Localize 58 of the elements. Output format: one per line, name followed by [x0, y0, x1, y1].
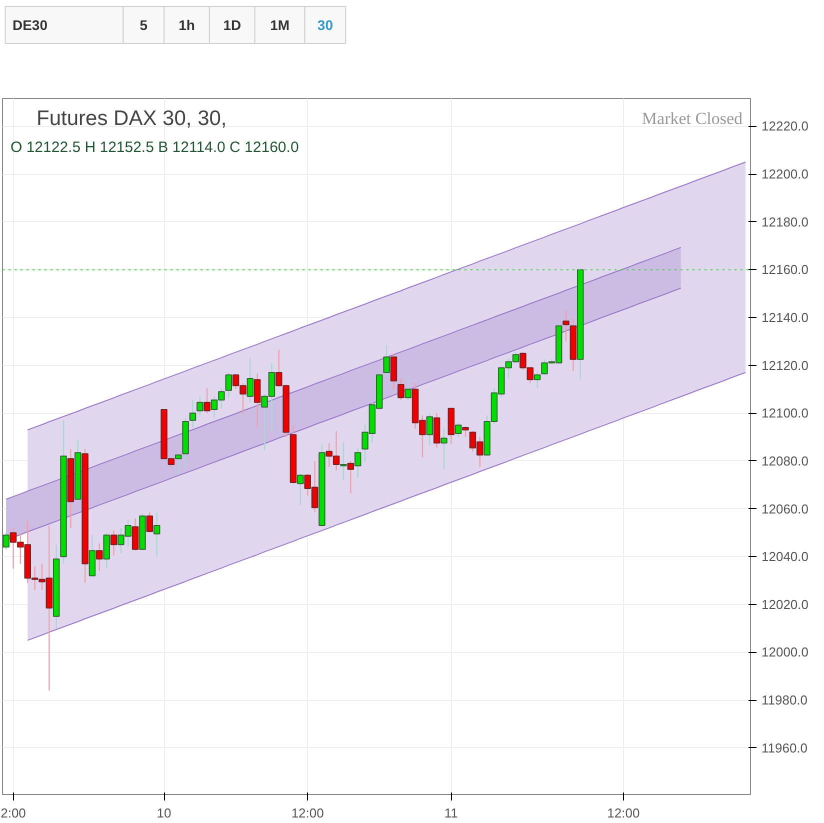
- y-tick-label: 12200.0: [762, 166, 808, 182]
- y-tick-label: 12140.0: [762, 310, 808, 326]
- candlestick: [204, 387, 210, 414]
- candlestick: [426, 412, 433, 446]
- candlestick: [103, 532, 110, 570]
- x-tick-label: 12:00: [607, 806, 640, 820]
- line-series: [27, 372, 746, 641]
- x-tick-label: 12:00: [291, 806, 324, 820]
- candlestick: [440, 428, 448, 470]
- y-tick-label: 12040.0: [762, 549, 808, 564]
- x-tick-label: 11: [444, 806, 458, 820]
- text: DE30: [12, 17, 48, 33]
- candlestick: [225, 372, 232, 398]
- y-tick-label: 11960.0: [762, 740, 808, 756]
- candlestick: [132, 518, 139, 552]
- candlestick: [347, 460, 354, 494]
- y-tick-label: 12080.0: [762, 453, 808, 468]
- candlestick: [390, 354, 398, 390]
- annotation: Market Closed: [642, 109, 743, 128]
- candlestick: [297, 474, 304, 506]
- candlestick: [146, 512, 154, 534]
- y-tick-label: 12160.0: [762, 262, 808, 278]
- candlestick: [153, 512, 160, 558]
- candlestick: [110, 530, 118, 556]
- line-series: [27, 162, 746, 430]
- annotation: O 12122.5 H 12152.5 B 12114.0 C 12160.0: [10, 139, 299, 156]
- candlestick: [189, 399, 196, 428]
- y-tick-label: 12020.0: [762, 596, 808, 612]
- text: 5: [140, 17, 148, 33]
- y-tick-label: 12120.0: [762, 358, 808, 373]
- candlestick: [96, 542, 103, 572]
- candlestick: [354, 447, 362, 478]
- text: 1M: [270, 17, 290, 33]
- candlestick: [196, 396, 204, 416]
- y-tick-label: 12180.0: [762, 214, 808, 230]
- x-tick-label: 10: [156, 806, 172, 820]
- candlestick: [534, 370, 541, 389]
- text: 1D: [223, 17, 242, 33]
- y-tick-label: 12060.0: [762, 501, 808, 516]
- candlestick: [2, 532, 10, 550]
- x-tick-label: 2:00: [0, 806, 26, 820]
- candlestick: [398, 378, 404, 401]
- text: 1h: [178, 17, 195, 33]
- y-tick-label: 12100.0: [762, 406, 808, 421]
- candlestick: [254, 373, 261, 428]
- y-tick-label: 12220.0: [762, 118, 808, 134]
- candlestick: [562, 310, 570, 342]
- candlestick: [340, 441, 347, 481]
- candlestick: [246, 358, 254, 403]
- candlestick: [383, 344, 390, 376]
- y-tick-label: 11980.0: [762, 692, 808, 708]
- text: 30: [317, 17, 334, 33]
- candlestick: [175, 453, 182, 475]
- candlestick: [462, 426, 469, 438]
- candlestick: [454, 422, 462, 438]
- y-tick-label: 12000.0: [762, 644, 808, 660]
- candlestick: [404, 375, 412, 401]
- chart-title: Futures DAX 30, 30,: [36, 107, 227, 130]
